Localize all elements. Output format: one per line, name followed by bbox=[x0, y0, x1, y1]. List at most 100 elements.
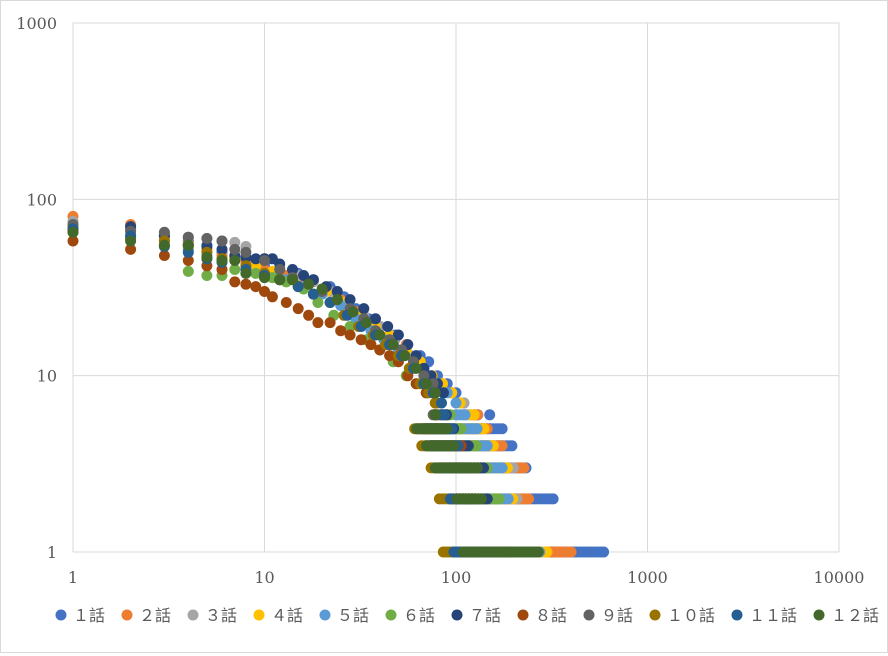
x-tick-label: 100 bbox=[441, 568, 472, 587]
series-2 bbox=[67, 210, 577, 558]
y-tick-label: 100 bbox=[26, 190, 57, 209]
data-point bbox=[496, 423, 508, 435]
legend-label: １１話 bbox=[749, 606, 797, 625]
data-point bbox=[216, 235, 228, 247]
data-point bbox=[298, 270, 310, 281]
legend-marker bbox=[319, 609, 331, 621]
data-point bbox=[182, 239, 194, 251]
data-point bbox=[518, 462, 530, 474]
data-point bbox=[355, 334, 367, 346]
data-point bbox=[158, 226, 170, 238]
legend-marker bbox=[187, 609, 199, 621]
legend: １話 ２話 ３話 ４話 ５話 ６話 ７話 ８話 ９話 １０話 １１話 １２話 bbox=[55, 606, 879, 625]
series-1 bbox=[67, 221, 610, 558]
data-point bbox=[158, 250, 170, 261]
data-point bbox=[201, 270, 213, 281]
data-point bbox=[259, 272, 270, 284]
x-tick-label: 10000 bbox=[814, 568, 865, 587]
data-point bbox=[216, 243, 228, 255]
data-point bbox=[324, 317, 336, 329]
x-tick-label: 1000 bbox=[627, 568, 668, 587]
data-point bbox=[448, 440, 460, 452]
data-points bbox=[67, 210, 610, 558]
legend-item: ６話 bbox=[385, 606, 435, 625]
data-point bbox=[471, 423, 483, 435]
legend-marker bbox=[583, 609, 595, 621]
data-point bbox=[250, 267, 262, 279]
legend-marker bbox=[55, 609, 67, 621]
data-point bbox=[438, 387, 449, 399]
data-point bbox=[360, 317, 372, 329]
data-point bbox=[496, 440, 508, 452]
data-point bbox=[312, 297, 324, 308]
data-point bbox=[470, 440, 482, 452]
data-point bbox=[410, 362, 422, 374]
data-point bbox=[182, 255, 194, 266]
x-tick-label: 1 bbox=[68, 568, 78, 587]
x-tick-label: 10 bbox=[254, 568, 274, 587]
legend-marker bbox=[649, 609, 661, 621]
y-tick-label: 10 bbox=[37, 367, 57, 386]
data-point bbox=[303, 309, 315, 321]
data-point bbox=[459, 409, 471, 421]
data-point bbox=[216, 255, 228, 266]
data-point bbox=[303, 278, 315, 290]
legend-marker bbox=[451, 609, 463, 621]
grid-lines bbox=[73, 22, 840, 552]
tick-labels: 1 10 100 1000 1 10 100 1000 10000 bbox=[16, 14, 864, 587]
data-point bbox=[229, 264, 241, 275]
data-point bbox=[67, 235, 79, 247]
data-point bbox=[307, 288, 319, 300]
data-point bbox=[565, 546, 577, 558]
data-point bbox=[67, 226, 79, 238]
data-point bbox=[331, 294, 343, 306]
data-point bbox=[182, 265, 194, 277]
data-point bbox=[436, 397, 447, 409]
legend-marker bbox=[517, 609, 529, 621]
legend-item: ７話 bbox=[451, 606, 501, 625]
data-point bbox=[392, 329, 404, 341]
legend-item: ４話 bbox=[253, 606, 303, 625]
data-point bbox=[496, 462, 508, 474]
data-point bbox=[481, 440, 493, 452]
legend-label: ６話 bbox=[403, 606, 435, 625]
legend-label: １０話 bbox=[667, 606, 715, 625]
legend-label: １２話 bbox=[831, 606, 879, 625]
y-tick-label: 1000 bbox=[16, 14, 57, 33]
data-point bbox=[125, 235, 137, 247]
data-point bbox=[182, 231, 194, 243]
data-point bbox=[266, 291, 278, 303]
data-point bbox=[158, 239, 170, 251]
data-point bbox=[229, 276, 241, 288]
data-point bbox=[287, 274, 298, 286]
data-point bbox=[240, 246, 252, 258]
data-point bbox=[274, 264, 286, 275]
data-point bbox=[502, 493, 514, 505]
data-point bbox=[399, 350, 411, 362]
data-point bbox=[229, 243, 241, 255]
data-point bbox=[344, 329, 356, 341]
legend-label: ４話 bbox=[271, 606, 303, 625]
data-point bbox=[316, 283, 328, 295]
data-point bbox=[240, 267, 252, 279]
legend-item: １０話 bbox=[649, 606, 715, 625]
legend-item: ９話 bbox=[583, 606, 633, 625]
data-point bbox=[250, 281, 262, 293]
data-point bbox=[475, 493, 487, 505]
data-point bbox=[292, 303, 304, 315]
legend-label: ８話 bbox=[535, 606, 567, 625]
legend-item: １２話 bbox=[813, 606, 879, 625]
data-point bbox=[335, 325, 347, 337]
legend-item: ２話 bbox=[121, 606, 171, 625]
data-point bbox=[547, 493, 559, 505]
data-point bbox=[450, 397, 462, 409]
data-point bbox=[240, 278, 252, 290]
legend-label: ５話 bbox=[337, 606, 369, 625]
legend-marker bbox=[731, 609, 743, 621]
data-point bbox=[312, 317, 324, 329]
data-point bbox=[506, 440, 518, 452]
legend-label: １話 bbox=[73, 606, 105, 625]
y-tick-label: 1 bbox=[47, 543, 57, 562]
